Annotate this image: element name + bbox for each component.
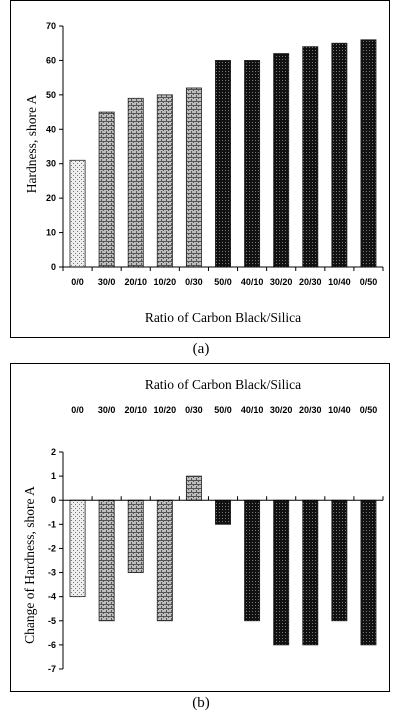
x-tick-label: 0/0 [71,277,84,287]
y-tick-label: 40 [46,124,56,134]
caption-a: (a) [192,341,210,357]
x-tick-label: 40/10 [241,405,264,415]
x-tick-label: 50/0 [214,277,232,287]
bar-10-40 [331,499,348,622]
bar-20-30 [302,46,319,268]
x-tick-label: 0/50 [360,405,378,415]
x-tick-label: 20/30 [299,277,322,287]
y-tick-label: 30 [46,159,56,169]
bar-30-20 [273,499,290,646]
bar-30-0 [98,111,115,268]
x-tick-label: 10/40 [328,405,351,415]
x-tick-label: 20/10 [124,277,147,287]
bar-0-0 [69,159,86,268]
chart-a-frame: 0 10 20 30 40 50 60 70 0/0 30/0 20/10 10/20 0/30 50/0… [10,0,390,338]
x-tick-label: 0/30 [185,405,203,415]
bar-10-20 [156,94,173,268]
x-tick-label: 10/20 [154,405,177,415]
bar-0-30 [185,475,202,501]
bar-30-20 [273,53,290,268]
y-tick-label: 0 [51,495,56,505]
x-axis-title: Ratio of Carbon Black/Silica [145,310,301,325]
bar-50-0 [215,499,231,525]
y-tick-label: -5 [48,616,56,626]
bar-0-50 [360,499,377,646]
bar-10-40 [331,42,348,268]
y-tick-label: 60 [46,55,56,65]
y-tick-label: 10 [46,228,56,238]
x-tick-label: 30/20 [270,277,293,287]
x-tick-label: 30/0 [98,405,116,415]
bar-10-20 [156,499,173,622]
x-tick-label: 0/30 [185,277,203,287]
x-tick-label: 10/20 [154,277,177,287]
y-axis-title: Hardness, shore A [24,94,39,193]
x-tick-label: 50/0 [214,405,232,415]
x-tick-label: 20/30 [299,405,322,415]
x-tick-label: 20/10 [124,405,147,415]
x-tick-label: 40/10 [241,277,264,287]
bar-0-30 [185,87,202,268]
bar-30-0 [98,499,115,622]
bar-20-30 [302,499,319,646]
chart-b-svg: -7 -6 -5 -4 -3 -2 -1 0 1 2 0/0 30/0 20/10 10/20 0/30 50… [22,377,384,674]
bar-0-50 [360,39,377,268]
x-tick-label: 30/20 [270,405,293,415]
bar-20-10 [127,499,144,573]
x-tick-label: 0/50 [360,277,378,287]
y-tick-label: -6 [48,640,56,650]
x-axis-title: Ratio of Carbon Black/Silica [145,377,301,392]
bar-50-0 [215,60,231,268]
y-tick-label: -2 [48,543,56,553]
x-tick-label: 30/0 [98,277,116,287]
bar-20-10 [127,97,144,268]
caption-b: (b) [192,695,210,711]
y-tick-label: -7 [48,664,56,674]
y-tick-label: 2 [51,447,56,457]
bar-0-0 [69,499,86,598]
x-tick-label: 10/40 [328,277,351,287]
chart-b-frame: -7 -6 -5 -4 -3 -2 -1 0 1 2 0/0 30/0 20/10 10/20 0/30 50… [10,363,390,692]
y-tick-label: 0 [51,262,56,272]
y-tick-label: 1 [51,471,56,481]
y-tick-label: 20 [46,193,56,203]
y-tick-label: -3 [48,568,56,578]
y-axis-title: Change of Hardness, shore A [22,486,37,644]
bar-40-10 [244,499,261,622]
y-tick-label: 70 [46,21,56,31]
bar-40-10 [244,60,261,268]
x-tick-label: 0/0 [71,405,84,415]
y-tick-label: 50 [46,90,56,100]
y-tick-label: -1 [48,519,56,529]
y-tick-label: -4 [48,592,56,602]
chart-a-svg: 0 10 20 30 40 50 60 70 0/0 30/0 20/10 10/20 0/30 50/0… [24,21,384,325]
